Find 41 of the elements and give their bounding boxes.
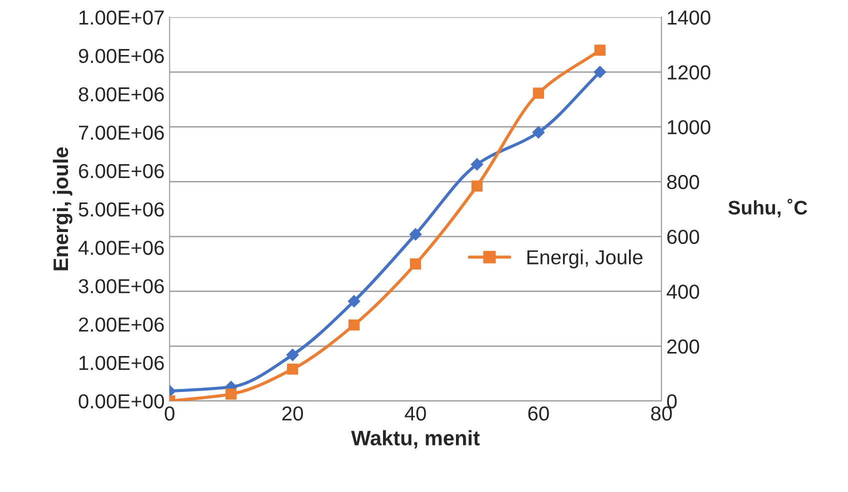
y-tick-label: 0.00E+00 [78, 394, 164, 408]
y-tick-label: 8.00E+06 [78, 87, 164, 102]
point [410, 258, 422, 270]
x-tick-label: 20 [282, 406, 303, 421]
point [286, 348, 299, 362]
y2-tick-label: 800 [667, 174, 700, 190]
y-tick-label: 9.00E+06 [78, 48, 164, 64]
y2-tick-label: 600 [667, 230, 700, 244]
x-tick-label: 40 [404, 406, 426, 421]
y-tick-label: 7.00E+06 [78, 126, 164, 140]
point [287, 364, 298, 375]
point [409, 228, 422, 240]
x-axis-title: Waktu, menit [351, 430, 480, 448]
point [594, 66, 606, 78]
y2-axis-title: Suhu, ˚C [728, 198, 808, 218]
legend-label: Energi, Joule [527, 250, 642, 268]
y2-tick-label: 1400 [668, 10, 710, 25]
y-axis-title: Energi, joule [52, 147, 72, 270]
point [470, 158, 484, 171]
y2-tick-label: 400 [666, 284, 700, 299]
y2-tick-label: 1200 [668, 65, 710, 80]
y-tick-label: 6.00E+06 [78, 164, 164, 178]
point [348, 295, 360, 308]
x-tick-label: 80 [651, 406, 672, 421]
point [532, 88, 544, 99]
point [226, 388, 237, 400]
point [532, 126, 545, 138]
x-tick-label: 60 [528, 406, 549, 421]
y-tick-label: 4.00E+06 [78, 240, 164, 255]
y-tick-label: 5.00E+06 [78, 202, 164, 217]
x-tick-label: 0 [164, 406, 174, 421]
y2-tick-label: 1000 [668, 120, 710, 134]
y-tick-label: 3.00E+06 [78, 279, 164, 294]
y2-tick-label: 0 [667, 394, 677, 408]
point [471, 180, 483, 192]
y2-tick-label: 200 [667, 339, 700, 354]
point [594, 44, 606, 56]
y-tick-label: 2.00E+06 [78, 317, 164, 332]
y-tick-label: 1.00E+07 [79, 10, 164, 25]
y-tick-label: 1.00E+06 [79, 356, 164, 370]
point [348, 319, 360, 331]
